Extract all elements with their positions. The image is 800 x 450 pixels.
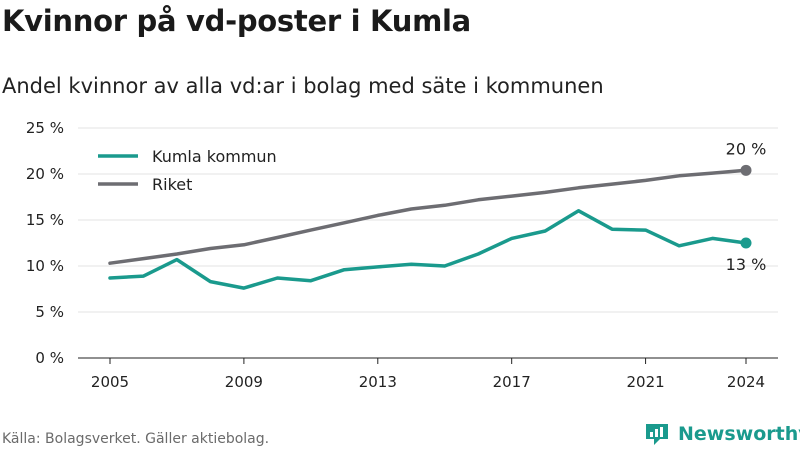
x-tick-label: 2013 (359, 373, 397, 391)
series-line-kumla (108, 209, 748, 290)
legend-label: Kumla kommun (152, 147, 277, 166)
x-tick-label: 2017 (493, 373, 531, 391)
series-end-marker (740, 237, 752, 249)
newsworthy-logo-icon (646, 424, 668, 445)
gridlines (78, 127, 778, 313)
y-tick-label: 5 % (35, 303, 64, 321)
y-axis: 0 % 5 % 10 % 15 % 20 % 25 % (26, 119, 64, 367)
brand-name: Newsworthy (678, 423, 800, 445)
line-chart: 0 %5 %10 %15 %20 %25 % 2005 2009 2013 2017 2… (26, 119, 778, 391)
legend: Kumla kommun Riket (98, 147, 277, 194)
end-label-kumla: 13 % (726, 255, 767, 274)
y-tick-label: 0 % (35, 349, 64, 367)
x-tick-label: 2024 (727, 373, 765, 391)
series-line-riket (108, 168, 748, 265)
series-lines (108, 164, 752, 290)
legend-label: Riket (152, 175, 192, 194)
source-note: Källa: Bolagsverket. Gäller aktiebolag. (2, 431, 270, 447)
y-tick-label: 20 % (26, 165, 64, 183)
x-tick-label: 2021 (626, 373, 664, 391)
y-tick-label: 15 % (26, 211, 64, 229)
end-labels: 20 % 13 % (726, 139, 767, 274)
x-tick-label: 2009 (225, 373, 263, 391)
newsworthy-logo: Newsworthy (644, 420, 800, 448)
chart-title: Kvinnor på vd-poster i Kumla (2, 4, 471, 38)
x-axis: 2005 2009 2013 2017 2021 2024 (78, 357, 778, 391)
end-label-riket: 20 % (726, 139, 767, 158)
chart-subtitle: Andel kvinnor av alla vd:ar i bolag med … (2, 74, 604, 98)
series-end-marker (740, 164, 752, 176)
y-tick-label: 25 % (26, 119, 64, 137)
x-tick-label: 2005 (91, 373, 129, 391)
y-tick-label: 10 % (26, 257, 64, 275)
